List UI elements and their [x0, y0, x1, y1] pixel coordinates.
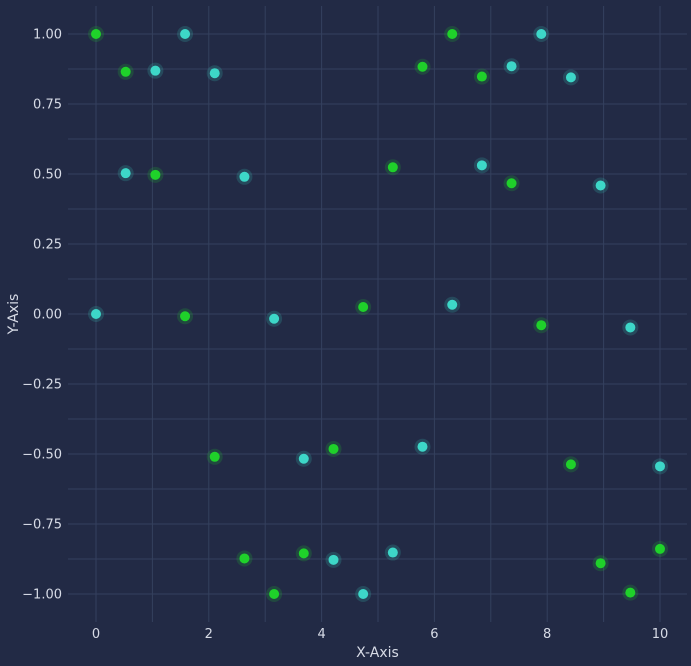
data-point — [595, 558, 606, 569]
data-point — [269, 313, 280, 324]
data-point — [655, 461, 665, 472]
data-point — [506, 178, 517, 189]
data-point — [150, 169, 161, 180]
x-tick-label: 10 — [652, 627, 669, 642]
data-point — [565, 459, 576, 470]
data-point — [120, 66, 131, 77]
data-point — [476, 71, 487, 82]
data-point — [625, 587, 636, 598]
data-point — [536, 29, 547, 39]
data-point — [150, 65, 161, 76]
y-tick-label: −0.75 — [22, 518, 62, 533]
y-tick-label: −1.00 — [22, 588, 62, 603]
data-point — [358, 302, 369, 312]
data-point — [655, 543, 665, 554]
y-tick-label: 1.00 — [33, 28, 62, 43]
data-point — [328, 554, 339, 565]
data-point — [239, 553, 250, 564]
data-point — [447, 29, 458, 39]
data-point — [595, 180, 606, 191]
x-tick-label: 2 — [205, 627, 213, 642]
data-point — [180, 29, 191, 39]
data-point — [417, 441, 428, 452]
y-tick-label: 0.50 — [33, 168, 62, 183]
data-point — [328, 443, 339, 454]
y-tick-label: 0.00 — [33, 308, 62, 323]
x-tick-label: 8 — [543, 627, 551, 642]
x-axis-title: X-Axis — [356, 645, 399, 661]
y-tick-label: 0.25 — [33, 238, 62, 253]
data-point — [269, 589, 280, 599]
data-point — [209, 68, 220, 79]
data-point — [91, 29, 101, 39]
data-point — [506, 61, 517, 72]
data-point — [476, 160, 487, 171]
data-point — [298, 453, 309, 464]
data-point — [120, 168, 131, 179]
data-point — [209, 451, 220, 462]
data-point — [358, 589, 369, 599]
grid-lines — [68, 6, 687, 622]
x-tick-label: 4 — [317, 627, 325, 642]
x-tick-label: 6 — [430, 627, 438, 642]
data-points — [88, 26, 668, 602]
data-point — [180, 311, 191, 322]
data-point — [387, 162, 398, 173]
data-point — [91, 309, 101, 319]
y-axis-title: Y-Axis — [6, 294, 22, 336]
data-point — [387, 547, 398, 558]
data-point — [298, 548, 309, 559]
y-tick-label: 0.75 — [33, 98, 62, 113]
data-point — [447, 299, 458, 310]
y-tick-label: −0.25 — [22, 378, 62, 393]
data-point — [417, 61, 428, 72]
data-point — [239, 171, 250, 182]
data-point — [536, 320, 547, 331]
data-point — [565, 72, 576, 83]
x-tick-label: 0 — [92, 627, 100, 642]
y-tick-label: −0.50 — [22, 448, 62, 463]
tick-labels: 0 2 4 6 8 10 1.00 0.75 0.50 0.25 0.00 −0.25 −0.50 −0.… — [22, 28, 668, 643]
data-point — [625, 322, 636, 333]
